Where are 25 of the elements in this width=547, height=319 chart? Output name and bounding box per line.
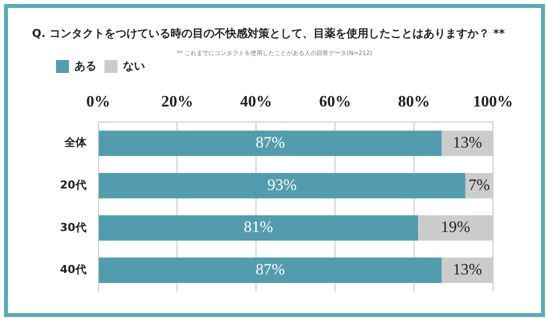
y-tick-label: 30代 bbox=[60, 220, 86, 234]
y-tick-label: 40代 bbox=[60, 263, 86, 276]
x-tick-label: 60% bbox=[319, 94, 352, 111]
bar bbox=[98, 172, 466, 198]
legend-label: ある bbox=[74, 60, 96, 73]
data-label: 7% bbox=[468, 176, 490, 194]
y-tick-label: 20代 bbox=[60, 178, 86, 192]
bar bbox=[98, 130, 442, 156]
x-tick-label: 100% bbox=[473, 94, 513, 111]
data-label: 13% bbox=[452, 134, 482, 152]
x-tick-label: 80% bbox=[398, 94, 430, 111]
data-label: 87% bbox=[256, 261, 285, 278]
data-label: 93% bbox=[267, 176, 297, 194]
x-tick-label: 0% bbox=[86, 94, 110, 111]
bar bbox=[98, 215, 418, 241]
x-tick-label: 40% bbox=[240, 94, 272, 111]
data-label: 19% bbox=[440, 219, 470, 236]
chart-title: Q. コンタクトをつけている時の目の不快感対策として、目薬を使用したことはありますか？ ** bbox=[32, 26, 505, 41]
data-label: 13% bbox=[452, 261, 482, 278]
y-tick-label: 全体 bbox=[63, 136, 88, 150]
x-tick-label: 20% bbox=[161, 94, 194, 111]
bar bbox=[98, 258, 442, 283]
legend-label: ない bbox=[123, 60, 145, 73]
data-label: 87% bbox=[256, 134, 285, 152]
data-label: 81% bbox=[244, 219, 274, 236]
